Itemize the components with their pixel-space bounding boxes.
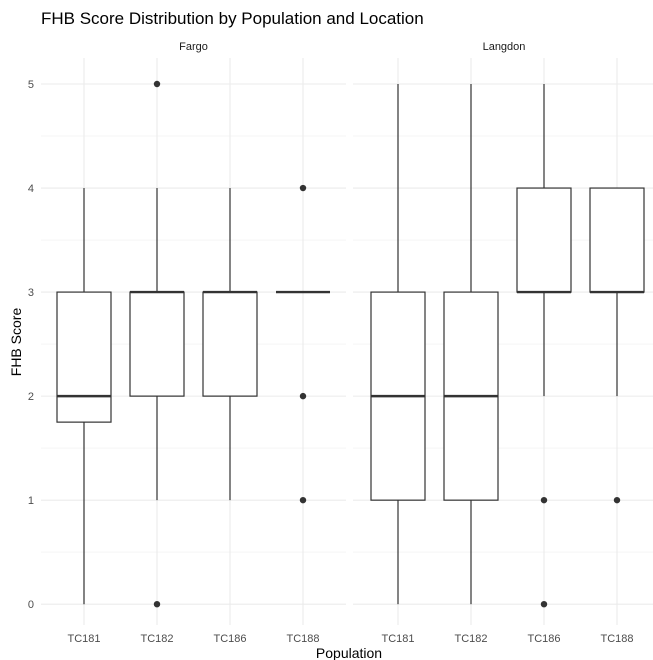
outlier-point (299, 184, 307, 192)
outlier-point (153, 600, 161, 608)
x-tick-label: TC181 (381, 633, 414, 645)
outlier-point (299, 392, 307, 400)
x-tick-label: TC182 (454, 633, 487, 645)
box (129, 291, 185, 397)
y-tick-label: 4 (28, 183, 34, 195)
x-tick-label: TC182 (140, 633, 173, 645)
outlier-point (540, 600, 548, 608)
x-tick-label: TC188 (286, 633, 319, 645)
y-tick-label: 1 (28, 495, 34, 507)
outlier-point (540, 496, 548, 504)
outlier-point (153, 80, 161, 88)
y-tick-label: 0 (28, 599, 34, 611)
x-tick-label: TC186 (527, 633, 560, 645)
x-tick-label: TC188 (600, 633, 633, 645)
outlier-point (613, 496, 621, 504)
box (56, 291, 112, 423)
facet-label: Langdon (483, 41, 526, 53)
x-tick-label: TC186 (213, 633, 246, 645)
y-axis-title: FHB Score (8, 308, 24, 377)
y-tick-label: 3 (28, 287, 34, 299)
outlier-point (299, 496, 307, 504)
facet-label: Fargo (179, 41, 208, 53)
box (589, 187, 645, 293)
x-tick-label: TC181 (67, 633, 100, 645)
y-tick-label: 5 (28, 79, 34, 91)
x-axis-title: Population (316, 645, 382, 660)
box (202, 291, 258, 397)
box (516, 187, 572, 293)
y-tick-label: 2 (28, 391, 34, 403)
chart-title: FHB Score Distribution by Population and… (41, 9, 424, 28)
